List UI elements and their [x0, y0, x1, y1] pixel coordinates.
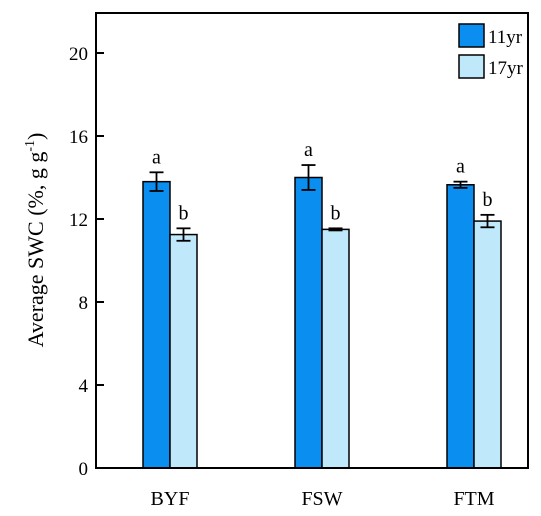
significance-letter: a — [152, 146, 161, 168]
legend-swatch-11yr — [458, 23, 485, 48]
y-axis: 0 4 8 12 16 20 — [69, 44, 104, 480]
y-axis-label-main: Average SWC (%, g g — [23, 152, 48, 348]
bars — [142, 164, 502, 469]
bar — [294, 176, 323, 469]
x-tick-label: BYF — [151, 488, 190, 510]
y-axis-label: Average SWC (%, g g-1) — [23, 133, 48, 348]
x-tick-label: FSW — [301, 488, 342, 510]
y-tick-label: 0 — [79, 459, 89, 480]
legend-label-11yr: 11yr — [488, 27, 523, 48]
x-tick-label: FTM — [453, 488, 494, 510]
significance-letter: b — [483, 189, 493, 211]
plot-frame — [95, 12, 529, 469]
x-axis: BYF FSW FTM — [151, 488, 495, 510]
bar — [446, 184, 475, 469]
y-tick-label: 20 — [69, 44, 88, 65]
significance-letter: b — [179, 202, 189, 224]
significance-letter: a — [304, 139, 313, 161]
bar — [169, 233, 198, 469]
y-tick-label: 8 — [79, 293, 89, 314]
significance-letter: a — [456, 156, 465, 178]
y-tick-label: 12 — [69, 210, 88, 231]
y-axis-label-close: ) — [23, 133, 48, 140]
y-tick-label: 16 — [69, 127, 88, 148]
bar — [473, 220, 502, 469]
legend-swatch-17yr — [458, 54, 485, 79]
y-axis-label-sup: -1 — [23, 140, 38, 152]
bar — [142, 180, 171, 469]
significance-letter: b — [331, 202, 341, 224]
significance-labels: a aab bb — [152, 139, 492, 224]
legend: 11yr 17yr — [458, 23, 524, 79]
y-tick-label: 4 — [79, 376, 89, 397]
bar — [321, 228, 350, 469]
legend-label-17yr: 17yr — [488, 58, 524, 79]
